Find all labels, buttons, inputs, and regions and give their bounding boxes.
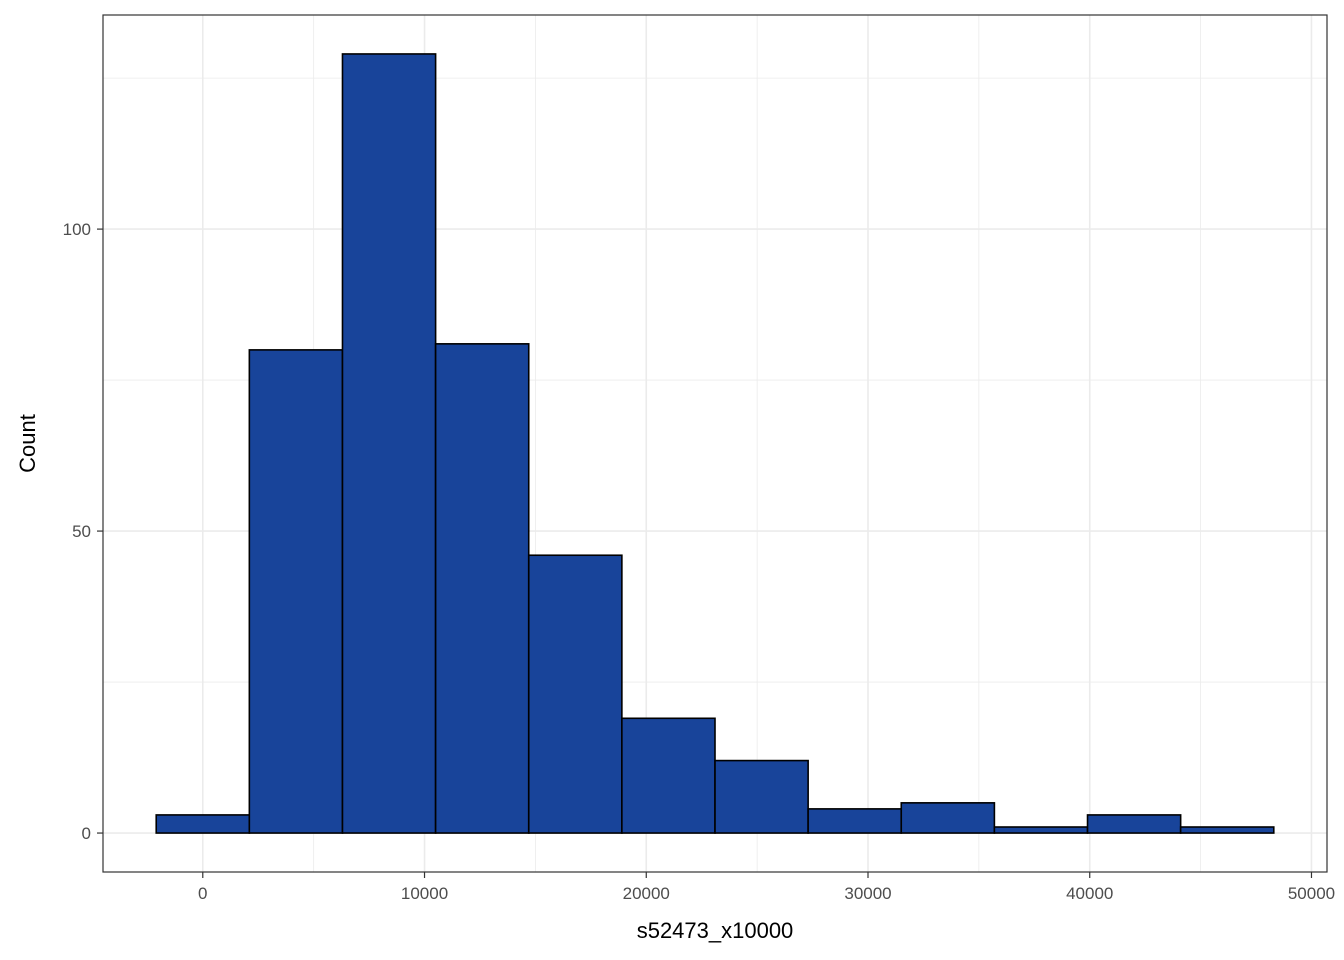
y-tick-label: 100 [63,220,91,239]
x-tick-label: 0 [198,884,207,903]
y-axis-ticks: 0 50 100 [63,220,103,843]
y-tick-label: 0 [82,824,91,843]
histogram-bar [155,814,251,834]
histogram-bar [434,343,530,834]
histogram-bar [527,554,623,834]
x-axis-ticks: 0 10000 20000 30000 40000 50000 [198,872,1335,903]
y-axis-title: Count [15,414,40,473]
histogram-bar [993,826,1089,834]
x-tick-label: 10000 [401,884,448,903]
x-tick-label: 20000 [623,884,670,903]
histogram-bar [900,802,996,834]
panel-border [102,14,1328,873]
histogram-bar [341,53,437,834]
x-axis-title: s52473_x10000 [637,918,794,943]
x-tick-label: 30000 [844,884,891,903]
histogram-bar [1179,826,1275,834]
histogram-bars [155,53,1275,834]
x-tick-label: 50000 [1288,884,1335,903]
histogram-bar [714,759,809,834]
histogram-bar [248,349,344,834]
minor-gridlines [103,15,1327,872]
histogram-bar [621,717,716,834]
y-tick-label: 50 [72,522,91,541]
histogram-bar [807,808,903,834]
histogram-bar [1086,814,1182,834]
x-tick-label: 40000 [1066,884,1113,903]
